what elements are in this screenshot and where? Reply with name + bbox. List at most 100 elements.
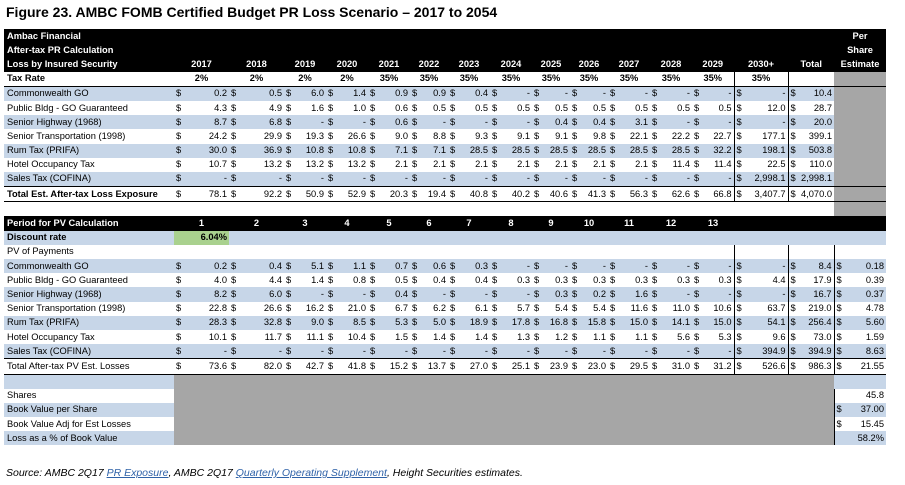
summary-value: 58.2% [833,431,886,446]
dollar-sign: $ [492,130,498,141]
dollar-sign: $ [610,303,616,314]
value: 10.7 [208,159,227,170]
pv-total-value: $23.0 [570,358,608,375]
header-calc: After-tax PR Calculation [4,43,174,58]
value: 0.4 [593,116,606,127]
value: 11.7 [264,331,282,342]
dollar-sign: $ [534,288,540,299]
value: 12.0 [767,102,786,113]
pv-value: $5.1 [284,259,326,274]
value: 8.8 [433,130,446,141]
loss-value: $28.5 [532,143,570,158]
pv-value: $0.3 [570,273,608,288]
value: 0.4 [395,288,408,299]
year-header: 2025 [532,57,570,72]
value: 27.0 [469,360,488,371]
dollar-sign: $ [572,331,578,342]
value: 28.5 [629,145,648,156]
pr-exposure-link[interactable]: PR Exposure [106,467,169,479]
pv-value: $ - [490,344,532,359]
period-number: 10 [570,216,608,231]
loss-value: $0.6 [368,115,410,130]
pv-value: $ - [448,287,490,302]
blank [788,216,834,231]
dollar-sign: $ [286,303,292,314]
blank [326,201,368,217]
dollar-sign: $ [694,145,700,156]
value: 399.1 [808,130,832,141]
loss-value: $13.2 [326,157,368,172]
pv-total-value: $27.0 [448,358,490,375]
period-number: 7 [448,216,490,231]
dollar-sign: $ [370,260,376,271]
loss-total: $2,998.1 [787,171,834,187]
dollar-sign: $ [790,288,796,299]
dollar-sign: $ [370,88,376,99]
value: 23.0 [587,360,606,371]
dollar-sign: $ [652,331,658,342]
value: 26.6 [263,303,282,314]
header-blank [368,43,410,58]
tax-rate-label: Tax Rate [4,71,174,87]
dollar-sign: $ [694,260,700,271]
dollar-sign: $ [694,102,700,113]
value: 21.0 [347,303,366,314]
pv-value: $ - [532,344,570,359]
pv-value: $18.9 [448,315,490,330]
loss-value: $0.5 [692,100,734,116]
dollar-sign: $ [790,317,796,328]
dollar-sign: $ [836,288,842,299]
loss-value: $19.3 [284,129,326,144]
pv-value: $5.4 [532,301,570,316]
value: 4.9 [269,102,282,113]
dollar-sign: $ [370,303,376,314]
loss-value: $ - [326,171,368,187]
value: - [404,345,408,356]
summary-label: Book Value Adj for Est Losses [4,417,174,432]
dollar-sign: $ [450,130,456,141]
blank [692,201,734,217]
value: 0.5 [395,274,408,285]
dollar-sign: $ [412,317,418,328]
dollar-sign: $ [492,360,498,371]
value: 10.8 [305,145,324,156]
loss-value: $0.5 [608,100,650,116]
blank [448,244,490,259]
value: 13.2 [305,159,324,170]
blank [284,201,326,217]
value: 19.3 [305,130,324,141]
dollar-sign: $ [286,260,292,271]
blank [410,230,448,245]
dollar-sign: $ [736,145,742,156]
value: 9.1 [555,130,568,141]
loss-value: $ - [410,115,448,130]
year-header: 2030+ [733,57,788,72]
blank [410,201,448,217]
quarterly-supplement-link[interactable]: Quarterly Operating Supplement [235,467,387,479]
value: 177.1 [762,130,786,141]
value: 4.78 [865,303,884,314]
value: 1.5 [395,331,408,342]
pv-value: $1.1 [570,329,608,345]
dollar-sign: $ [694,116,700,127]
value: 8.2 [214,288,227,299]
value: 16.8 [549,317,568,328]
loss-total-value: $20.3 [368,186,410,203]
loss-value: $6.8 [229,115,284,130]
pv-value: $ - [692,344,734,359]
value: - [686,288,690,299]
loss-value: $4.9 [229,100,284,116]
blank [650,201,692,217]
value: 2.1 [555,159,568,170]
value: 40.8 [469,188,488,199]
header-estimate: Estimate [834,57,886,72]
loss-value: $177.1 [733,129,788,144]
loss-value: $0.4 [570,115,608,130]
loss-value: $0.5 [490,100,532,116]
value: 13.7 [427,360,446,371]
pv-value: $9.6 [733,329,788,345]
loss-total-label: Total Est. After-tax Loss Exposure [4,186,174,203]
blank [229,230,284,245]
dollar-sign: $ [328,173,334,184]
loss-value: $0.5 [532,100,570,116]
